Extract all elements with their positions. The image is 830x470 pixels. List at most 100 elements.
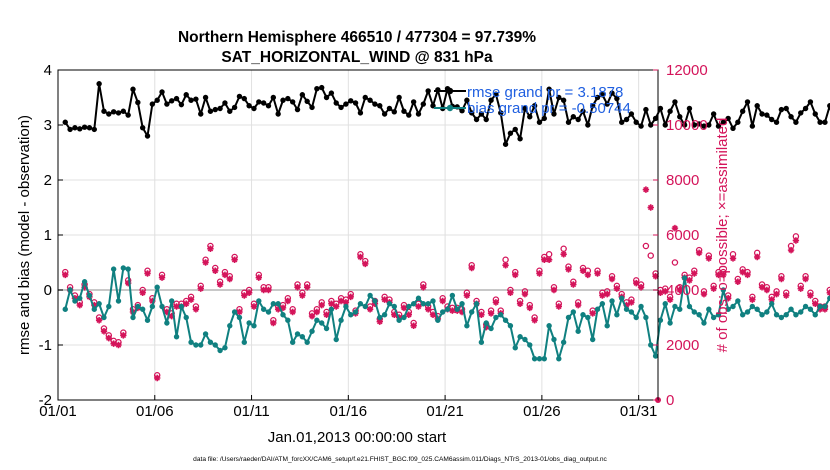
bias-point (169, 298, 175, 304)
obs-assimilated-point (584, 271, 592, 279)
obs-assimilated-point (487, 310, 495, 317)
obs-assimilated-point (637, 284, 645, 291)
rmse-point (599, 92, 606, 98)
rmse-point (178, 101, 185, 108)
bias-point (377, 314, 383, 321)
rmse-point (710, 111, 717, 117)
rmse-point (139, 125, 146, 131)
obs-assimilated-point (144, 270, 151, 277)
obs-assimilated-point (623, 301, 630, 309)
bias-point (802, 303, 809, 310)
rmse-point (314, 86, 320, 92)
rmse-point (372, 101, 378, 107)
rmse-point (585, 122, 591, 128)
rmse-point (67, 126, 73, 133)
obs-assimilated-point (212, 267, 219, 274)
bias-point (372, 298, 378, 304)
obs-assimilated-point (574, 301, 582, 309)
legend-bias-label: bias grand pr = -0.50744 (467, 100, 631, 117)
obs-assimilated-point (100, 328, 108, 335)
obs-assimilated-point (531, 317, 538, 324)
obs-assimilated-point (589, 310, 596, 317)
x-tick-label: 01/01 (39, 403, 77, 420)
bias-point (135, 303, 141, 310)
rmse-point (420, 101, 427, 107)
rmse-point (589, 103, 596, 109)
bias-point (454, 306, 460, 312)
bias-point (198, 342, 204, 348)
bias-point (125, 266, 131, 272)
obs-assimilated-point (565, 266, 572, 273)
rmse-point (251, 105, 257, 112)
rmse-point (575, 116, 581, 123)
obs-assimilated-point (153, 374, 161, 382)
y-left-tick-label: 3 (44, 117, 52, 134)
rmse-point (386, 105, 393, 112)
rmse-point (643, 106, 649, 113)
obs-assimilated-point (149, 297, 156, 305)
rmse-point (556, 94, 562, 101)
rmse-point (198, 111, 204, 117)
bias-point (677, 306, 683, 312)
bias-point (744, 309, 751, 315)
rmse-point (333, 100, 339, 106)
rmse-point (425, 88, 431, 94)
bias-point (459, 301, 465, 307)
x-axis-label: Jan.01,2013 00:00:00 start (268, 429, 447, 446)
rmse-point (362, 94, 368, 101)
rmse-point (338, 104, 344, 111)
bias-point (246, 320, 252, 326)
rmse-point (793, 119, 799, 125)
rmse-point (106, 111, 112, 117)
bias-point (72, 298, 78, 304)
rmse-point (715, 123, 722, 129)
obs-assimilated-point (400, 304, 408, 312)
obs-assimilated-point (260, 286, 267, 294)
bias-point (362, 303, 368, 310)
legend-rmse-label: rmse grand pr = 3.1878 (467, 84, 623, 101)
bias-point (648, 342, 654, 348)
bias-point (594, 306, 601, 312)
obs-possible-point (560, 245, 567, 252)
rmse-point (735, 119, 741, 125)
obs-assimilated-point (81, 284, 88, 291)
obs-assimilated-point (758, 284, 766, 291)
rmse-point (788, 114, 794, 120)
bias-point (773, 312, 780, 318)
y-left-tick-label: 0 (44, 282, 52, 299)
rmse-point (633, 119, 639, 125)
rmse-point (352, 100, 359, 106)
bias-point (81, 279, 88, 285)
bias-point (560, 339, 567, 345)
obs-assimilated-point (463, 292, 471, 299)
rmse-point (570, 114, 577, 120)
obs-assimilated-point (628, 299, 635, 306)
rmse-point (81, 124, 88, 130)
bias-point (498, 312, 504, 318)
rmse-point (309, 104, 315, 111)
obs-assimilated-point (603, 290, 611, 298)
obs-assimilated-point (807, 292, 814, 299)
bias-point (478, 339, 485, 345)
bias-point (149, 303, 156, 310)
obs-assimilated-point (763, 286, 771, 294)
obs-assimilated-point (299, 292, 306, 299)
rmse-point (773, 119, 780, 125)
rmse-point (222, 100, 228, 106)
bias-point (522, 336, 528, 343)
rmse-point (217, 105, 223, 112)
obs-assimilated-point (642, 186, 650, 193)
rmse-point (541, 115, 547, 122)
obs-assimilated-point (671, 224, 679, 232)
rmse-point (115, 110, 122, 116)
obs-assimilated-point (724, 295, 732, 302)
obs-assimilated-point (652, 273, 659, 280)
bias-point (144, 317, 151, 323)
bias-point (275, 301, 281, 307)
obs-assimilated-point (245, 289, 253, 296)
bias-point (420, 301, 427, 307)
rmse-point (304, 98, 310, 105)
obs-assimilated-point (594, 270, 601, 277)
